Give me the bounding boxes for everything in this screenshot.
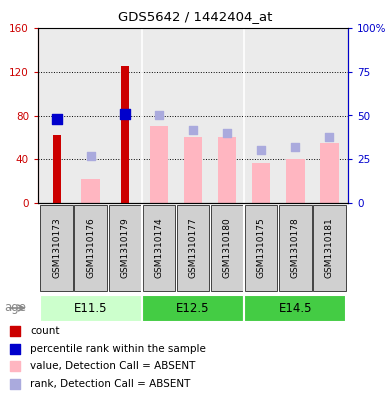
Point (292, 144, 298, 150)
Bar (184, 138, 202, 203)
Text: GSM1310174: GSM1310174 (154, 218, 163, 278)
Bar (53, 135, 61, 203)
Point (122, 110, 128, 117)
Text: E11.5: E11.5 (74, 301, 108, 314)
Text: GSM1310176: GSM1310176 (86, 218, 95, 278)
Point (12, 346, 18, 352)
FancyBboxPatch shape (177, 205, 209, 291)
Text: GDS5642 / 1442404_at: GDS5642 / 1442404_at (118, 10, 272, 23)
FancyBboxPatch shape (142, 294, 244, 321)
Text: age: age (4, 301, 26, 314)
Text: GSM1310173: GSM1310173 (52, 218, 61, 278)
Bar (286, 159, 305, 203)
FancyBboxPatch shape (40, 294, 142, 321)
Bar (121, 66, 129, 203)
Text: E12.5: E12.5 (176, 301, 210, 314)
Text: count: count (30, 327, 60, 336)
FancyBboxPatch shape (211, 205, 243, 291)
FancyBboxPatch shape (313, 205, 346, 291)
Point (12, 381, 18, 387)
Text: E14.5: E14.5 (278, 301, 312, 314)
FancyBboxPatch shape (245, 205, 277, 291)
Text: GSM1310180: GSM1310180 (223, 218, 232, 278)
Text: GSM1310178: GSM1310178 (291, 218, 300, 278)
Text: GSM1310179: GSM1310179 (121, 218, 129, 278)
Point (224, 130, 230, 136)
Point (12, 328, 18, 334)
Text: GSM1310177: GSM1310177 (188, 218, 197, 278)
Text: GSM1310181: GSM1310181 (325, 218, 334, 278)
FancyBboxPatch shape (108, 205, 141, 291)
Text: percentile rank within the sample: percentile rank within the sample (30, 344, 206, 354)
Bar (252, 163, 271, 203)
Point (190, 127, 196, 133)
Text: rank, Detection Call = ABSENT: rank, Detection Call = ABSENT (30, 379, 190, 389)
Point (258, 147, 264, 154)
Point (88, 152, 94, 159)
Point (12, 363, 18, 369)
Bar (320, 143, 339, 203)
Point (53, 116, 60, 122)
Bar (218, 138, 236, 203)
FancyBboxPatch shape (244, 294, 346, 321)
Bar (150, 127, 168, 203)
FancyBboxPatch shape (41, 205, 73, 291)
FancyBboxPatch shape (279, 205, 312, 291)
FancyBboxPatch shape (143, 205, 175, 291)
Text: value, Detection Call = ABSENT: value, Detection Call = ABSENT (30, 362, 195, 371)
Bar (82, 179, 100, 203)
Point (326, 133, 332, 140)
Point (156, 112, 162, 119)
FancyBboxPatch shape (74, 205, 107, 291)
Text: GSM1310175: GSM1310175 (257, 218, 266, 278)
